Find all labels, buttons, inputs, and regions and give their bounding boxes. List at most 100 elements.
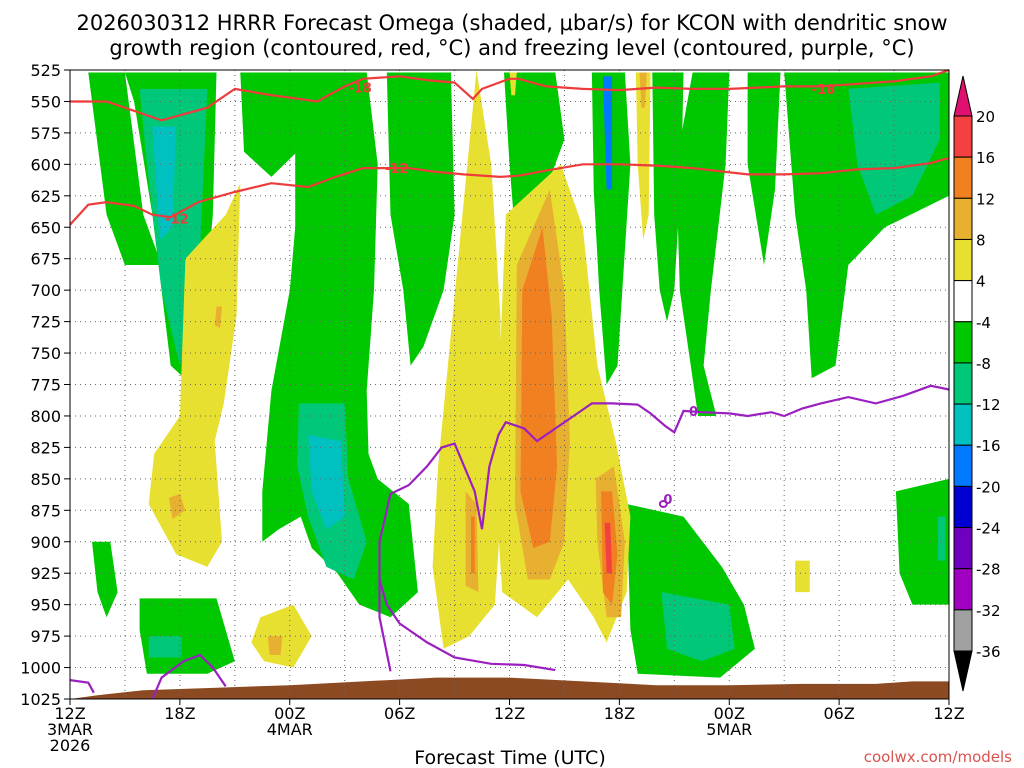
colorbar-segment <box>953 197 973 240</box>
omega-region-pos-h-yellow <box>795 560 810 593</box>
freezing-contour-1-line <box>378 579 556 672</box>
colorbar-label: -20 <box>976 478 1001 496</box>
omega-region-pos-b-yellow <box>251 604 312 668</box>
colorbar-segment <box>953 156 973 199</box>
y-tick-label: 550 <box>30 92 61 111</box>
x-tick-label: 12Z <box>933 704 964 723</box>
omega-region-pos-a-tip <box>214 306 222 328</box>
y-tick-label: 1025 <box>20 690 61 709</box>
omega-region-col-j-green <box>747 72 781 265</box>
colorbar-label: -24 <box>976 520 1001 538</box>
omega-region-col-i-green <box>676 72 730 416</box>
y-axis: 525 550 575 600 625 650 675 700 725 750 775 800 825 8… <box>20 61 70 709</box>
chart-title-line-2: growth region (contoured, red, °C) and f… <box>109 36 914 60</box>
freezing-contour-0-label: 0 <box>689 405 698 420</box>
colorbar-segment <box>953 362 973 405</box>
colorbar-label: -32 <box>976 602 1001 620</box>
omega-region-col-k-teal <box>848 82 940 215</box>
omega-region-low-mid-teal <box>661 592 735 662</box>
colorbar-label: 4 <box>976 273 986 291</box>
x-tick-label: 3MAR <box>47 720 93 739</box>
y-tick-label: 625 <box>30 187 61 206</box>
x-tick-label: 06Z <box>823 704 854 723</box>
contour-layer: -18 -12 -12 -18 0 0 <box>69 68 950 700</box>
omega-region-col-d-cyan <box>308 434 345 530</box>
chart-title-line-1: 2026030312 HRRR Forecast Omega (shaded, … <box>76 11 947 35</box>
omega-region-col-e-green <box>386 72 455 366</box>
y-tick-label: 575 <box>30 124 61 143</box>
terrain-layer <box>70 677 949 699</box>
omega-region-col-f-green <box>504 72 565 240</box>
colorbar-segment <box>953 321 973 364</box>
plot-area: -18 -12 -12 -18 0 0 <box>69 68 950 700</box>
freezing-contour-small-loop <box>658 500 668 509</box>
colorbar-label: 12 <box>976 190 995 208</box>
dgz-contour-1-line <box>69 157 950 226</box>
freezing-contour-2-line <box>151 653 227 700</box>
omega-region-pos-a-yellow <box>148 183 241 567</box>
x-axis-label: Forecast Time (UTC) <box>414 747 605 768</box>
colorbar-segment <box>953 115 973 158</box>
dgz-contour-label-right: -18 <box>812 83 836 98</box>
x-tick-label: 2026 <box>50 736 91 755</box>
omega-region-low-b-teal <box>148 636 182 658</box>
y-tick-label: 925 <box>30 564 61 583</box>
y-tick-label: 950 <box>30 596 61 615</box>
x-tick-label: 5MAR <box>706 720 752 739</box>
omega-region-pos-a-orange <box>168 493 186 520</box>
dgz-contour-0-label: -18 <box>348 82 372 97</box>
y-tick-label: 850 <box>30 470 61 489</box>
y-tick-label: 875 <box>30 501 61 520</box>
y-tick-label: 725 <box>30 313 61 332</box>
x-tick-label: 00Z <box>274 704 305 723</box>
colorbar-label: -28 <box>976 561 1001 579</box>
y-tick-label: 900 <box>30 533 61 552</box>
y-tick-label: 750 <box>30 344 61 363</box>
colorbar-label: -4 <box>976 314 991 332</box>
colorbar-segment <box>953 609 973 652</box>
omega-region-col-a-green <box>88 72 162 265</box>
omega-region-low-left-green <box>92 541 118 618</box>
omega-region-pos-c-orange <box>471 516 475 574</box>
omega-region-low-right-teal <box>938 516 946 561</box>
omega-region-pos-d-orange <box>520 227 558 549</box>
colorbar-label: -12 <box>976 396 1001 414</box>
y-tick-label: 975 <box>30 627 61 646</box>
colorbar: 20 16 12 8 4 -4 -8 -12 -16 -20 -24 -28 -32 -36 <box>953 75 1001 692</box>
freezing-contour-4-label: 0 <box>663 493 672 508</box>
omega-region-pos-e-red <box>604 522 613 574</box>
omega-region-pos-b-orange <box>267 636 283 655</box>
y-tick-label: 825 <box>30 438 61 457</box>
omega-region-pos-f-yellow <box>635 72 651 240</box>
omega-region-col-g-green <box>591 72 631 385</box>
y-tick-label: 650 <box>30 218 61 237</box>
colorbar-segment <box>953 403 973 446</box>
colorbar-label: -36 <box>976 643 1001 661</box>
omega-region-pos-f-tan <box>639 72 647 108</box>
omega-region-col-h-green <box>652 72 684 322</box>
x-tick-label: 12Z <box>54 704 85 723</box>
omega-shaded-regions <box>88 70 949 678</box>
colorbar-label: -16 <box>976 437 1001 455</box>
y-tick-label: 525 <box>30 61 61 80</box>
x-tick-label: 18Z <box>164 704 195 723</box>
dgz-contour-1-label: -12 <box>165 212 189 227</box>
terrain-surface <box>70 677 949 699</box>
omega-region-col-g-blue <box>602 76 613 190</box>
colorbar-bottom-arrow <box>953 650 973 692</box>
y-tick-label: 600 <box>30 155 61 174</box>
x-tick-label: 00Z <box>714 704 745 723</box>
credit-text: coolwx.com/models <box>864 748 1012 766</box>
dgz-contour-2-label: -12 <box>385 162 409 177</box>
colorbar-segment <box>953 485 973 529</box>
x-tick-label: 4MAR <box>267 720 313 739</box>
freezing-contour-0-line <box>378 384 950 672</box>
omega-region-col-b-cyan <box>152 126 177 240</box>
colorbar-label: 16 <box>976 149 995 167</box>
dgz-contour-0-line <box>70 68 950 122</box>
colorbar-segment <box>953 238 973 282</box>
x-tick-label: 18Z <box>604 704 635 723</box>
colorbar-segment <box>953 568 973 611</box>
